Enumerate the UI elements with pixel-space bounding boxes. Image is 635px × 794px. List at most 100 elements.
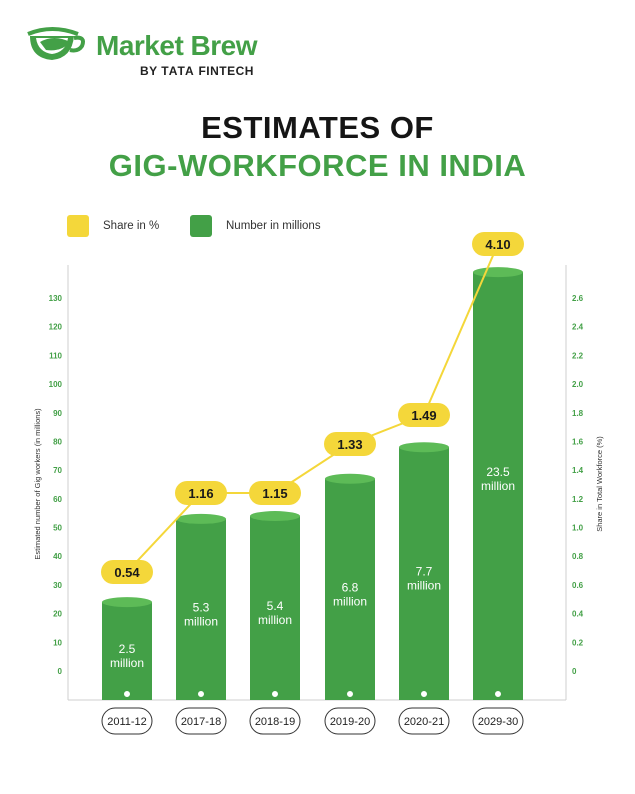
bar-top-2018-19 bbox=[250, 511, 300, 522]
y-tick-label-left: 60 bbox=[53, 495, 62, 504]
bar-top-2019-20 bbox=[325, 473, 375, 484]
share-value-label: 1.15 bbox=[262, 486, 287, 501]
x-category-pill bbox=[398, 707, 450, 735]
bar-base-dot-2017-18 bbox=[196, 689, 206, 699]
bar-unit-label: million bbox=[184, 614, 218, 628]
share-bubble bbox=[175, 481, 227, 505]
bar-base-dot-2029-30 bbox=[493, 689, 503, 699]
x-tick-label: 2011-12 bbox=[107, 716, 147, 728]
share-bubble bbox=[398, 403, 450, 427]
brand-tagline: BY TATA FINTECH bbox=[140, 64, 254, 78]
brand-tata: TATA bbox=[161, 64, 195, 78]
bar-unit-label: million bbox=[258, 613, 292, 627]
legend-label-number: Number in millions bbox=[226, 220, 321, 232]
x-category-pill bbox=[175, 707, 227, 735]
bar-value-label: 23.5 bbox=[486, 465, 510, 479]
share-bubble bbox=[472, 232, 524, 256]
share-value-label: 0.54 bbox=[114, 565, 140, 580]
y-tick-label-left: 40 bbox=[53, 552, 62, 561]
y-tick-label-right: 1.4 bbox=[572, 466, 584, 475]
x-category-pill bbox=[249, 707, 301, 735]
x-category-pill bbox=[101, 707, 153, 735]
y-tick-label-right: 0.6 bbox=[572, 581, 584, 590]
bar-2019-20 bbox=[325, 478, 375, 700]
y-tick-label-right: 1.6 bbox=[572, 437, 584, 446]
y-tick-label-left: 100 bbox=[49, 380, 63, 389]
bar-unit-label: million bbox=[481, 479, 515, 493]
y-tick-label-right: 1.2 bbox=[572, 495, 584, 504]
share-bubble bbox=[101, 560, 153, 584]
y-tick-label-right: 0.4 bbox=[572, 610, 584, 619]
y-tick-label-left: 80 bbox=[53, 437, 62, 446]
market-brew-cup-icon bbox=[27, 27, 85, 60]
y-tick-label-right: 0.8 bbox=[572, 552, 584, 561]
share-value-label: 1.49 bbox=[411, 408, 436, 423]
y-tick-label-right: 2.0 bbox=[572, 380, 584, 389]
bar-2011-12 bbox=[102, 602, 152, 700]
y-axis-title-left: Estimated number of Gig workers (in mill… bbox=[33, 408, 42, 560]
brand-logo: Market Brew BY TATA FINTECH bbox=[24, 22, 284, 82]
bar-top-2020-21 bbox=[399, 442, 449, 453]
y-tick-label-left: 30 bbox=[53, 581, 62, 590]
page-title-line2: GIG-WORKFORCE IN INDIA bbox=[108, 148, 527, 183]
share-bubble bbox=[324, 432, 376, 456]
share-value-label: 1.33 bbox=[337, 437, 362, 452]
share-value-label: 1.16 bbox=[188, 486, 213, 501]
legend-label-share: Share in % bbox=[103, 220, 160, 232]
bar-2029-30 bbox=[473, 272, 523, 700]
bar-base-dot-2018-19 bbox=[270, 689, 280, 699]
bar-value-label: 7.7 bbox=[416, 565, 433, 579]
y-axis-title-right: Share in Total Workforce (%) bbox=[595, 436, 604, 532]
y-tick-label-left: 0 bbox=[58, 667, 63, 676]
bar-value-label: 5.4 bbox=[267, 599, 284, 613]
y-tick-label-left: 50 bbox=[53, 524, 62, 533]
bar-unit-label: million bbox=[407, 579, 441, 593]
x-tick-label: 2018-19 bbox=[255, 716, 295, 728]
bar-2018-19 bbox=[250, 516, 300, 700]
y-tick-label-left: 70 bbox=[53, 466, 62, 475]
page-title-line1: ESTIMATES OF bbox=[201, 110, 434, 145]
bar-value-label: 2.5 bbox=[119, 642, 136, 656]
bar-top-2017-18 bbox=[176, 513, 226, 524]
bar-2020-21 bbox=[399, 447, 449, 700]
legend-item-number: Number in millions bbox=[190, 214, 321, 238]
bar-base-dot-2011-12 bbox=[122, 689, 132, 699]
x-tick-label: 2020-21 bbox=[404, 716, 444, 728]
x-category-pill bbox=[324, 707, 376, 735]
y-tick-label-right: 2.4 bbox=[572, 323, 584, 332]
share-value-label: 4.10 bbox=[485, 237, 510, 252]
legend-swatch-number bbox=[190, 215, 212, 237]
y-tick-label-left: 130 bbox=[49, 294, 63, 303]
bar-base-dot-2020-21 bbox=[419, 689, 429, 699]
y-tick-label-right: 1.8 bbox=[572, 409, 584, 418]
legend-swatch-share bbox=[67, 215, 89, 237]
brand-fintech: FINTECH bbox=[198, 64, 254, 78]
bar-top-2029-30 bbox=[473, 267, 523, 278]
y-tick-label-left: 120 bbox=[49, 323, 63, 332]
y-tick-label-left: 90 bbox=[53, 409, 62, 418]
y-tick-label-right: 0.2 bbox=[572, 638, 584, 647]
x-tick-label: 2029-30 bbox=[478, 716, 518, 728]
bar-value-label: 5.3 bbox=[193, 600, 210, 614]
brand-name: Market Brew bbox=[96, 30, 258, 61]
y-tick-label-right: 1.0 bbox=[572, 524, 584, 533]
share-bubble bbox=[249, 481, 301, 505]
bar-top-2011-12 bbox=[102, 597, 152, 608]
y-tick-label-left: 110 bbox=[49, 351, 62, 360]
y-tick-label-right: 0 bbox=[572, 667, 577, 676]
share-series-line bbox=[126, 243, 499, 573]
y-tick-label-left: 20 bbox=[53, 610, 62, 619]
bar-2017-18 bbox=[176, 518, 226, 700]
y-tick-label-right: 2.6 bbox=[572, 294, 584, 303]
bar-base-dot-2019-20 bbox=[345, 689, 355, 699]
x-category-pill bbox=[472, 707, 524, 735]
y-tick-label-right: 2.2 bbox=[572, 351, 584, 360]
x-tick-label: 2017-18 bbox=[181, 716, 221, 728]
legend-item-share: Share in % bbox=[67, 214, 159, 238]
bar-unit-label: million bbox=[110, 656, 144, 670]
bar-value-label: 6.8 bbox=[342, 580, 359, 594]
brand-by: BY bbox=[140, 64, 158, 78]
x-tick-label: 2019-20 bbox=[330, 716, 370, 728]
y-tick-label-left: 10 bbox=[53, 638, 62, 647]
